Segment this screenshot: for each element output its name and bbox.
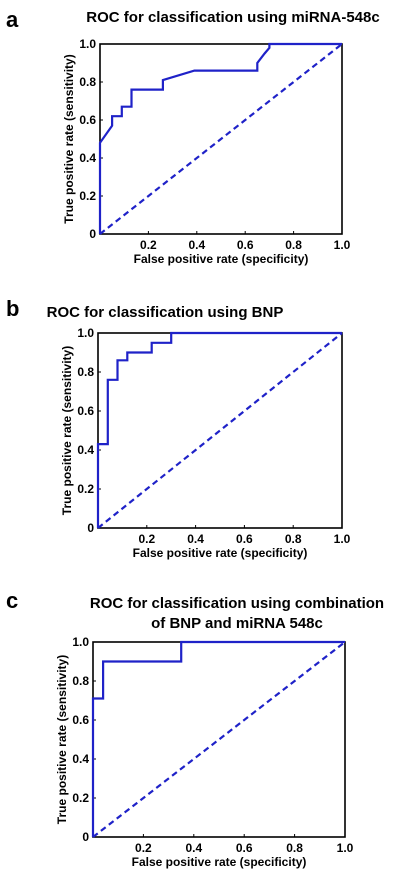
chart-panel-c: c ROC for classification using combinatio… bbox=[6, 588, 384, 869]
chart-title: ROC for classification using BNP bbox=[47, 304, 284, 321]
roc-curve-line bbox=[98, 42, 342, 234]
x-tick-label: 0.8 bbox=[285, 532, 302, 546]
roc-curve-line bbox=[91, 640, 345, 837]
y-tick-label: 0.4 bbox=[79, 151, 96, 165]
y-tick-label: 0.6 bbox=[72, 713, 89, 727]
y-tick-label: 1.0 bbox=[77, 326, 94, 340]
x-tick-label: 1.0 bbox=[334, 238, 351, 252]
y-tick-label: 0.6 bbox=[79, 113, 96, 127]
panel-label: a bbox=[6, 7, 19, 32]
x-tick-label: 0.6 bbox=[236, 841, 253, 855]
x-axis-label: False positive rate (specificity) bbox=[132, 855, 307, 869]
chance-diagonal-line bbox=[99, 43, 343, 235]
x-tick-label: 0.4 bbox=[187, 532, 204, 546]
y-tick-label: 1.0 bbox=[72, 635, 89, 649]
y-axis-label: True positive rate (sensitivity) bbox=[62, 54, 76, 223]
chance-diagonal-line bbox=[97, 332, 343, 529]
x-tick-label: 0.2 bbox=[135, 841, 152, 855]
y-tick-label: 0.2 bbox=[79, 189, 96, 203]
roc-curve-line bbox=[96, 331, 342, 528]
x-tick-label: 0.8 bbox=[286, 841, 303, 855]
y-tick-label: 0 bbox=[89, 227, 96, 241]
x-axis-label: False positive rate (specificity) bbox=[134, 252, 309, 266]
x-tick-label: 0.4 bbox=[188, 238, 205, 252]
x-tick-label: 0.2 bbox=[140, 238, 157, 252]
y-axis-label: True positive rate (sensitivity) bbox=[55, 655, 69, 824]
chart-title: ROC for classification using miRNA-548c bbox=[86, 9, 379, 26]
y-tick-label: 0.4 bbox=[72, 752, 89, 766]
plot-frame bbox=[99, 43, 343, 235]
x-tick-label: 1.0 bbox=[337, 841, 354, 855]
y-tick-label: 0.6 bbox=[77, 404, 94, 418]
y-tick-label: 0.8 bbox=[72, 674, 89, 688]
chance-diagonal-line bbox=[92, 641, 346, 838]
chart-title: of BNP and miRNA 548c bbox=[151, 615, 323, 632]
x-tick-label: 0.8 bbox=[285, 238, 302, 252]
chart-panel-b: b ROC for classification using BNP 0.2 0.4 0… bbox=[6, 296, 351, 560]
y-axis-label: True positive rate (sensitivity) bbox=[60, 346, 74, 515]
y-tick-label: 0.2 bbox=[72, 791, 89, 805]
y-tick-label: 0.8 bbox=[79, 75, 96, 89]
panel-label: c bbox=[6, 588, 18, 613]
y-tick-label: 1.0 bbox=[79, 37, 96, 51]
x-axis-label: False positive rate (specificity) bbox=[133, 546, 308, 560]
y-tick-label: 0.4 bbox=[77, 443, 94, 457]
chart-panel-a: a ROC for classification using miRNA-548c… bbox=[6, 7, 380, 266]
chart-title: ROC for classification using combination bbox=[90, 595, 384, 612]
x-tick-label: 0.6 bbox=[237, 238, 254, 252]
y-tick-label: 0 bbox=[82, 830, 89, 844]
y-tick-label: 0.2 bbox=[77, 482, 94, 496]
x-tick-label: 0.4 bbox=[185, 841, 202, 855]
x-tick-label: 0.6 bbox=[236, 532, 253, 546]
x-tick-label: 0.2 bbox=[138, 532, 155, 546]
panel-label: b bbox=[6, 296, 19, 321]
y-tick-label: 0.8 bbox=[77, 365, 94, 379]
x-tick-label: 1.0 bbox=[334, 532, 351, 546]
y-tick-label: 0 bbox=[87, 521, 94, 535]
